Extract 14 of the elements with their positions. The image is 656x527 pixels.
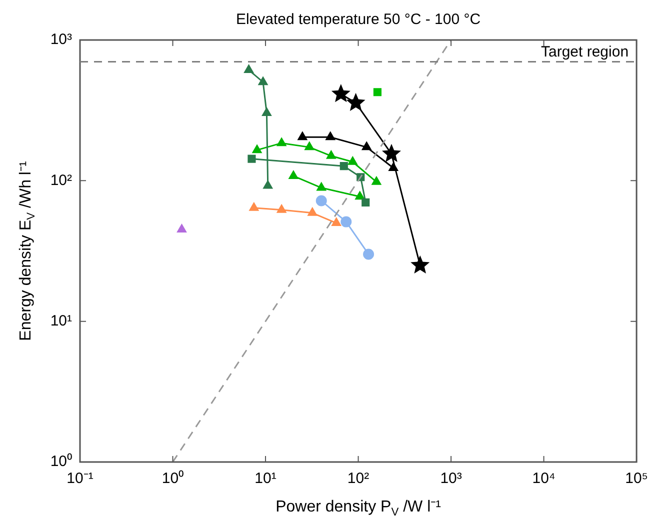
- x-tick-label: 10⁴: [532, 470, 556, 488]
- y-tick-label: 10¹: [50, 312, 72, 330]
- x-tick-label: 10²: [347, 470, 370, 488]
- ref-line-label: Target region: [540, 43, 629, 60]
- chart-title: Elevated temperature 50 °C - 100 °C: [236, 11, 481, 28]
- x-tick-label: 10⁰: [162, 470, 184, 488]
- y-tick-label: 10³: [50, 31, 72, 48]
- x-tick-label: 10⁻¹: [66, 470, 94, 488]
- x-tick-label: 10³: [440, 470, 462, 488]
- y-tick-label: 10⁰: [50, 453, 72, 470]
- y-axis-title: Energy density EV /Wh l⁻¹: [17, 161, 38, 341]
- y-tick-label: 10²: [50, 172, 72, 189]
- x-tick-label: 10¹: [254, 470, 276, 488]
- x-tick-label: 10⁵: [625, 470, 648, 488]
